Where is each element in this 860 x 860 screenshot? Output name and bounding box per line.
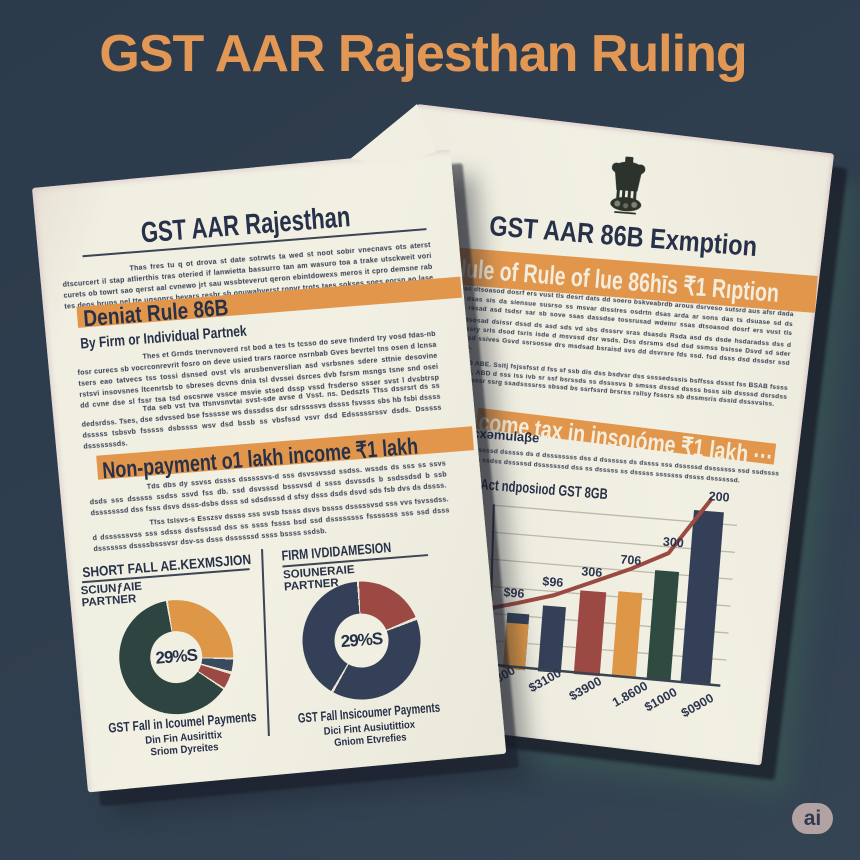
svg-text:306: 306 bbox=[581, 564, 603, 580]
svg-text:$3900: $3900 bbox=[567, 674, 604, 703]
svg-text:200: 200 bbox=[708, 489, 730, 505]
svg-text:706: 706 bbox=[620, 552, 642, 568]
svg-text:$0900: $0900 bbox=[679, 691, 716, 720]
svg-text:300: 300 bbox=[662, 535, 684, 551]
svg-text:$96: $96 bbox=[503, 585, 525, 601]
svg-text:$96: $96 bbox=[542, 574, 564, 590]
